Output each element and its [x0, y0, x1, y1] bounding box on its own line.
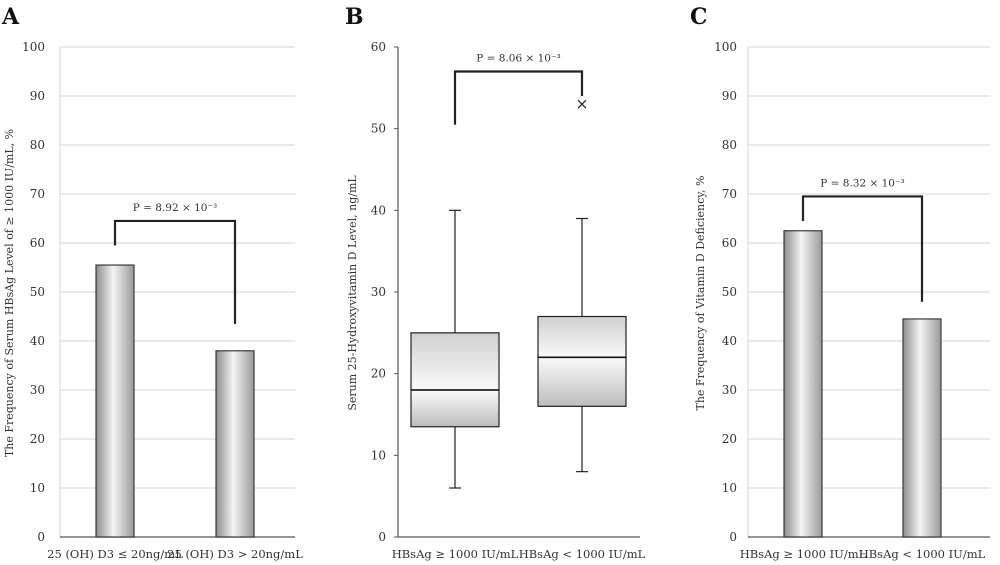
y-tick-b-2: 20 — [371, 367, 386, 381]
y-tick-b-4: 40 — [371, 203, 386, 217]
y-tick-a-9: 90 — [30, 89, 45, 103]
y-tick-a-5: 50 — [30, 285, 45, 299]
y-axis-label-c: The Frequency of Vitamin D Deficiency, % — [694, 175, 707, 410]
y-tick-b-6: 60 — [371, 40, 386, 54]
x-tick-label-a-0: 25 (OH) D3 ≤ 20ng/mL — [47, 547, 183, 561]
x-tick-label-c-1: HBsAg < 1000 IU/mL — [859, 547, 986, 561]
panel-letter-a: A — [1, 4, 20, 30]
y-tick-labels-b: 0 10 20 30 40 50 60 — [371, 40, 386, 544]
significance-bracket-a — [113, 219, 237, 324]
bar-c-0 — [783, 230, 823, 538]
box-lower-0 — [410, 389, 500, 428]
y-tick-c-6: 60 — [722, 236, 737, 250]
y-tick-labels-a: 0 10 20 30 40 50 60 70 80 90 100 — [22, 40, 45, 544]
panel-letter-c: C — [690, 4, 708, 30]
bar-a-1 — [215, 350, 255, 538]
significance-bracket-c — [801, 195, 924, 302]
bar-c-1 — [902, 318, 942, 538]
y-tick-b-1: 10 — [371, 448, 386, 462]
y-tick-a-1: 10 — [30, 481, 45, 495]
x-tick-label-b-1: HBsAg < 1000 IU/mL — [519, 547, 646, 561]
boxes-b — [410, 99, 627, 489]
bracket-a — [113, 219, 237, 324]
x-tick-label-a-1: 25 (OH) D3 > 20ng/mL — [167, 547, 303, 561]
p-value-a: P = 8.92 × 10⁻³ — [133, 202, 218, 214]
y-tick-a-2: 20 — [30, 432, 45, 446]
y-tick-c-2: 20 — [722, 432, 737, 446]
y-tick-b-5: 50 — [371, 122, 386, 136]
y-tick-c-3: 30 — [722, 383, 737, 397]
panel-b: B 0 10 20 30 40 50 60 Serum 25-Hydroxyvitamin … — [345, 4, 646, 561]
p-value-b: P = 8.06 × 10⁻³ — [476, 53, 561, 65]
bars-a — [95, 264, 255, 538]
y-tick-a-0: 0 — [37, 530, 45, 544]
panel-letter-b: B — [345, 4, 364, 30]
y-tick-c-0: 0 — [729, 530, 737, 544]
y-tick-labels-c: 0 10 20 30 40 50 60 70 80 90 100 — [714, 40, 737, 544]
y-tick-c-4: 40 — [722, 334, 737, 348]
outlier-1-0 — [577, 99, 587, 109]
panel-a: A 0 10 20 30 40 50 60 70 80 90 100 The Frequency o… — [1, 4, 303, 561]
panel-c: C 0 10 20 30 40 50 60 70 80 90 100 The Frequency o… — [690, 4, 990, 561]
y-tick-c-1: 10 — [722, 481, 737, 495]
y-tick-b-0: 0 — [378, 530, 386, 544]
y-tick-a-10: 100 — [22, 40, 45, 54]
bracket-b — [453, 70, 584, 125]
gridlines-a — [59, 46, 295, 538]
y-tick-a-8: 80 — [30, 138, 45, 152]
y-axis-label-a: The Frequency of Serum HBsAg Level of ≥ … — [3, 129, 16, 457]
y-tick-c-7: 70 — [722, 187, 737, 201]
significance-bracket-b — [453, 70, 584, 125]
axes-b — [394, 46, 640, 538]
y-tick-a-3: 30 — [30, 383, 45, 397]
y-tick-c-9: 90 — [722, 89, 737, 103]
y-tick-c-5: 50 — [722, 285, 737, 299]
box-upper-0 — [410, 332, 500, 391]
y-axis-label-b: Serum 25-Hydroxyvitamin D Level, ng/mL — [346, 175, 359, 411]
bracket-c — [801, 195, 924, 302]
y-tick-a-4: 40 — [30, 334, 45, 348]
x-tick-label-b-0: HBsAg ≥ 1000 IU/mL — [392, 547, 519, 561]
y-tick-a-6: 60 — [30, 236, 45, 250]
x-tick-label-c-0: HBsAg ≥ 1000 IU/mL — [740, 547, 867, 561]
box-lower-1 — [537, 356, 627, 407]
y-tick-a-7: 70 — [30, 187, 45, 201]
y-tick-b-3: 30 — [371, 285, 386, 299]
p-value-c: P = 8.32 × 10⁻³ — [820, 177, 905, 189]
y-tick-c-8: 80 — [722, 138, 737, 152]
y-tick-c-10: 100 — [714, 40, 737, 54]
bars-c — [783, 230, 942, 538]
box-upper-1 — [537, 315, 627, 358]
bar-a-0 — [95, 264, 135, 538]
